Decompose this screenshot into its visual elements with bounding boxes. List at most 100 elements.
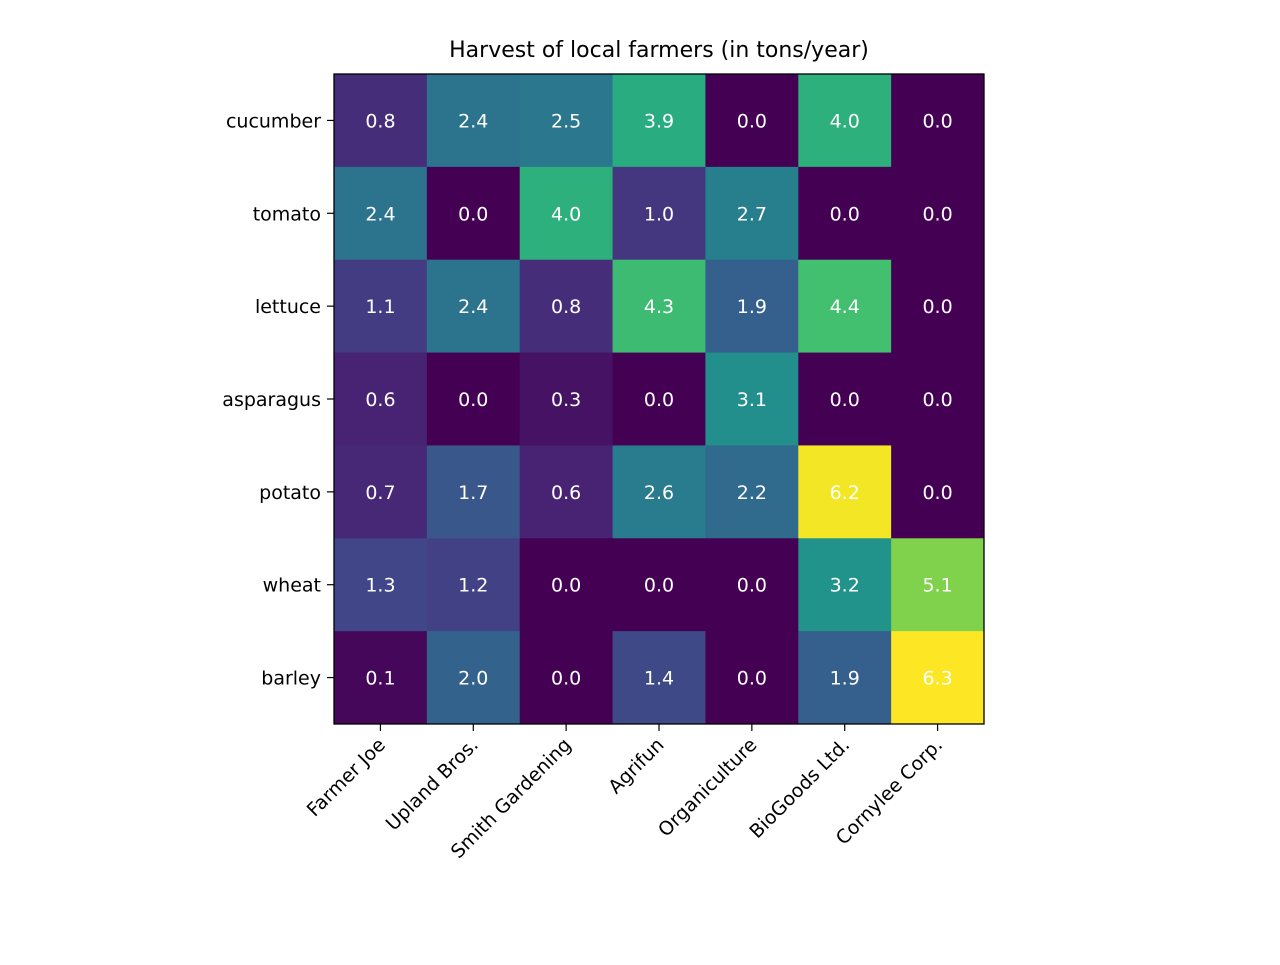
heatmap-cell [798, 445, 892, 539]
cell-value-label: 0.0 [737, 110, 767, 132]
heatmap-cell [519, 259, 614, 354]
heatmap-cell [891, 74, 985, 168]
heatmap-cell [612, 259, 706, 354]
cell-value-label: 0.6 [551, 482, 581, 504]
cell-value-label: 2.6 [644, 482, 674, 504]
cell-value-label: 0.0 [551, 575, 581, 597]
y-tick-label: asparagus [222, 389, 321, 411]
cell-value-label: 0.0 [644, 575, 674, 597]
heatmap-cell [612, 352, 706, 446]
cell-value-label: 3.9 [644, 110, 674, 132]
heatmap-cell [519, 352, 614, 446]
heatmap-cell [891, 445, 985, 539]
heatmap-cell [798, 74, 892, 168]
cell-value-label: 2.5 [551, 110, 581, 132]
y-tick-label: tomato [253, 203, 321, 225]
cell-value-label: 0.8 [551, 296, 581, 318]
cell-value-label: 0.0 [737, 668, 767, 690]
heatmap-cell [334, 538, 428, 632]
y-tick-label: potato [259, 482, 321, 504]
heatmap-cell [891, 352, 985, 446]
cell-value-label: 2.7 [737, 203, 767, 225]
cell-value-label: 0.0 [737, 575, 767, 597]
cell-value-label: 0.0 [922, 110, 952, 132]
cell-value-label: 5.1 [922, 575, 952, 597]
cell-value-label: 1.7 [458, 482, 488, 504]
heatmap-cell [612, 538, 706, 632]
heatmap-cell [705, 445, 799, 539]
x-tick-label: Upland Bros. [382, 734, 483, 835]
y-tick-label: cucumber [226, 110, 321, 132]
heatmap-cell [519, 166, 614, 261]
heatmap-cell [334, 259, 428, 354]
cell-value-label: 0.0 [458, 203, 488, 225]
cell-value-label: 3.1 [737, 389, 767, 411]
heatmap-cell [891, 631, 985, 725]
heatmap-cell [612, 166, 706, 261]
heatmap-cell [426, 352, 521, 446]
cell-value-label: 1.1 [365, 296, 395, 318]
cell-value-label: 0.0 [551, 668, 581, 690]
heatmap-cell [798, 631, 892, 725]
cell-value-label: 0.3 [551, 389, 581, 411]
heatmap-cell [426, 166, 521, 261]
heatmap-cell [426, 631, 521, 725]
cell-value-label: 1.9 [830, 668, 860, 690]
cell-value-label: 2.0 [458, 668, 488, 690]
axes-frame [333, 73, 985, 725]
y-tick-label: lettuce [255, 296, 321, 318]
heatmap-cell [334, 631, 428, 725]
heatmap-cell [798, 259, 892, 354]
cell-value-label: 0.6 [365, 389, 395, 411]
cell-value-label: 2.2 [737, 482, 767, 504]
heatmap-cell [519, 74, 614, 168]
heatmap-cell [705, 166, 799, 261]
cell-value-label: 6.2 [830, 482, 860, 504]
y-tick-label: barley [261, 668, 321, 690]
heatmap-cell [705, 631, 799, 725]
heatmap-cell [426, 538, 521, 632]
heatmap-cell [612, 631, 706, 725]
cell-value-label: 0.0 [922, 389, 952, 411]
heatmap-cell [334, 352, 428, 446]
heatmap-cell [705, 259, 799, 354]
cell-value-label: 2.4 [365, 203, 395, 225]
x-tick-label: Organiculture [654, 734, 761, 841]
heatmap-cell [426, 259, 521, 354]
cell-value-label: 3.2 [830, 575, 860, 597]
heatmap-cell [705, 352, 799, 446]
cell-value-label: 1.2 [458, 575, 488, 597]
heatmap-cell [334, 166, 428, 261]
heatmap-cell [705, 74, 799, 168]
cell-value-label: 4.0 [830, 110, 860, 132]
heatmap-cell [798, 352, 892, 446]
heatmap-cell [798, 166, 892, 261]
x-tick-label: Farmer Joe [303, 734, 390, 821]
cell-value-label: 1.0 [644, 203, 674, 225]
cell-value-label: 0.0 [922, 203, 952, 225]
heatmap-cell [426, 445, 521, 539]
heatmap-cell [334, 74, 428, 168]
cell-value-label: 0.1 [365, 668, 395, 690]
cell-value-label: 4.3 [644, 296, 674, 318]
cell-value-label: 0.0 [644, 389, 674, 411]
heatmap-cell [891, 259, 985, 354]
heatmap-cell [519, 631, 614, 725]
cell-value-label: 1.9 [737, 296, 767, 318]
cell-value-label: 0.0 [830, 389, 860, 411]
heatmap-cell [891, 166, 985, 261]
heatmap-cell [705, 538, 799, 632]
heatmap-cell [426, 74, 521, 168]
heatmap-cell [612, 74, 706, 168]
cell-value-label: 0.0 [458, 389, 488, 411]
cell-value-label: 0.7 [365, 482, 395, 504]
cell-value-label: 0.0 [922, 296, 952, 318]
cell-value-label: 0.0 [830, 203, 860, 225]
cell-value-label: 2.4 [458, 110, 488, 132]
chart-title: Harvest of local farmers (in tons/year) [449, 38, 869, 63]
heatmap-cell [519, 538, 614, 632]
cell-value-label: 4.0 [551, 203, 581, 225]
x-tick-label: Agrifun [604, 734, 668, 798]
y-tick-label: wheat [263, 575, 321, 597]
